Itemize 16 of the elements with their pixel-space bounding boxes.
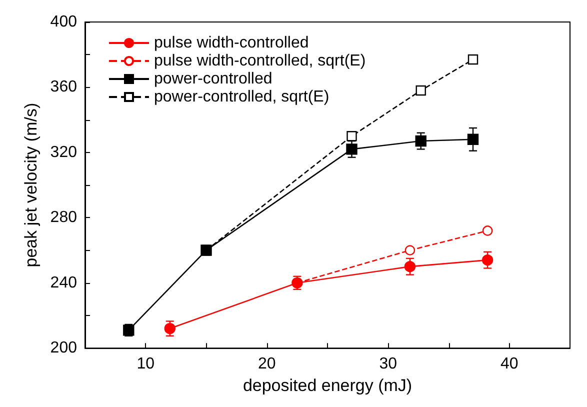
y-tick-label: 320 <box>50 144 78 161</box>
x-tick-label: 10 <box>136 356 155 373</box>
y-axis-title: peak jet velocity (m/s) <box>21 102 40 268</box>
x-tick-label: 40 <box>500 356 518 373</box>
y-tick-label: 400 <box>50 14 78 30</box>
legend-label: pulse width-controlled, sqrt(E) <box>154 52 366 70</box>
x-tick-label: 20 <box>258 356 276 373</box>
y-tick-label: 360 <box>50 78 78 96</box>
y-tick-label: 240 <box>50 274 78 292</box>
y-tick-label: 200 <box>50 340 78 357</box>
legend-label: pulse width-controlled <box>154 34 309 52</box>
y-tick-label: 280 <box>50 209 78 226</box>
legend-label: power-controlled, sqrt(E) <box>154 88 330 106</box>
legend-label: power-controlled <box>154 70 272 88</box>
x-axis-title: deposited energy (mJ) <box>242 376 412 395</box>
x-tick-label: 30 <box>379 356 398 373</box>
